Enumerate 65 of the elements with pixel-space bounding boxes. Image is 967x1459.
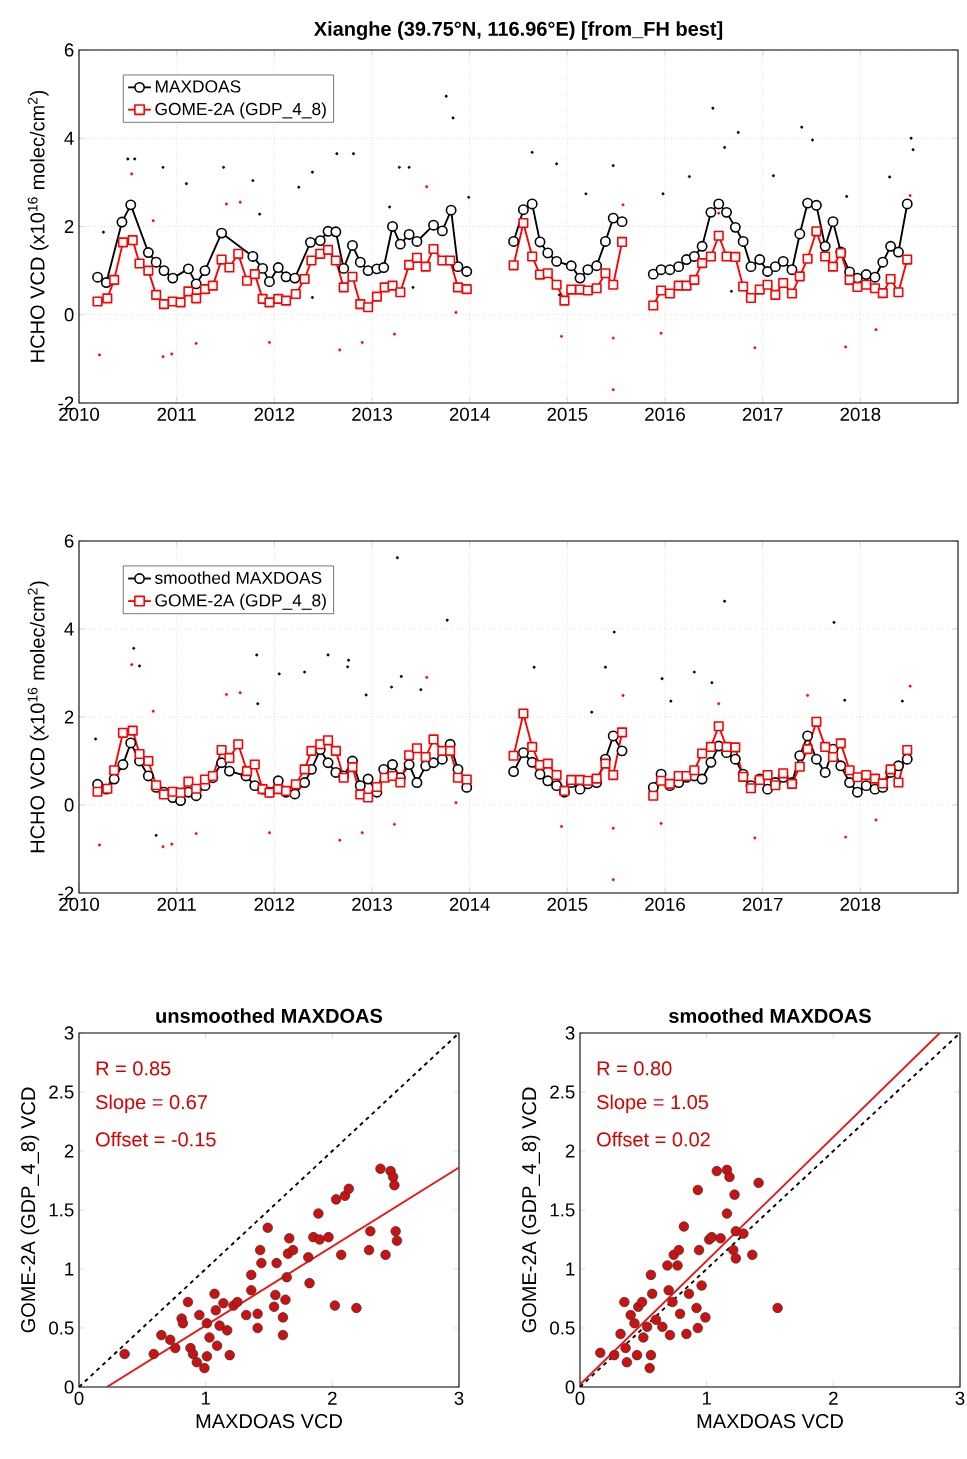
x-tick-label: 2012: [254, 407, 295, 421]
x-tick-label: 1: [201, 1391, 210, 1405]
x-tick-label: 2013: [352, 407, 392, 421]
annotation: Slope = 1.05: [597, 1094, 709, 1114]
y-axis-title: HCHO VCD (x10$^{16}$ molec/cm$^{2}$): [27, 581, 49, 853]
y-tick-label: 0.5: [550, 1321, 575, 1335]
x-tick-label: 0: [74, 1391, 84, 1405]
chart-title: smoothed MAXDOAS: [669, 1008, 871, 1023]
x-tick-label: 2015: [547, 407, 588, 421]
y-tick-label: 1.5: [550, 1203, 575, 1217]
x-tick-label: 2011: [157, 897, 196, 911]
y-tick-label: 6: [64, 43, 74, 57]
y-tick-label: 6: [64, 534, 74, 548]
x-tick-label: 2016: [645, 897, 685, 911]
y-tick-label: 2.5: [550, 1085, 575, 1099]
x-tick-label: 2011: [157, 407, 196, 421]
chart-title: Xianghe (39.75°N, 116.96°E) [from_FH best]: [313, 21, 723, 40]
annotation: Slope = 0.67: [96, 1094, 207, 1114]
annotation: Offset = 0.02: [597, 1131, 710, 1147]
y-tick-label: 4: [64, 131, 74, 145]
x-tick-label: 2014: [449, 897, 490, 911]
y-tick-label: 2: [64, 710, 74, 724]
y-tick-label: 3: [64, 1026, 74, 1040]
x-tick-label: 3: [454, 1391, 464, 1405]
y-tick-label: 1: [566, 1262, 575, 1276]
y-tick-label: 2: [64, 219, 74, 233]
annotation: R = 0.85: [96, 1061, 171, 1076]
x-tick-label: 2017: [742, 407, 783, 421]
x-tick-label: 3: [955, 1391, 965, 1405]
legend-label: MAXDOAS: [155, 80, 241, 93]
x-tick-label: 2014: [449, 407, 490, 421]
annotation: R = 0.80: [597, 1061, 672, 1076]
y-tick-label: 0: [64, 308, 74, 322]
x-tick-label: 2013: [352, 897, 392, 911]
y-axis-title: GOME-2A (GDP_4_8) VCD: [521, 1087, 541, 1333]
x-tick-label: 2: [829, 1391, 838, 1405]
x-tick-label: 2016: [645, 407, 685, 421]
y-tick-label: 3: [565, 1026, 575, 1040]
y-tick-label: 2: [565, 1144, 575, 1158]
y-tick-label: 1.5: [49, 1203, 74, 1217]
x-tick-label: 2018: [840, 897, 881, 911]
y-tick-label: 4: [64, 622, 74, 636]
x-tick-label: 2018: [840, 407, 881, 421]
y-tick-label: 0: [565, 1380, 575, 1394]
y-tick-label: 2: [64, 1144, 74, 1158]
y-axis-title: HCHO VCD (x10$^{16}$ molec/cm$^{2}$): [27, 90, 49, 362]
y-tick-label: 0.5: [49, 1321, 74, 1335]
x-axis-title: MAXDOAS VCD: [196, 1414, 342, 1429]
y-tick-label: 2.5: [49, 1085, 74, 1099]
legend-label: smoothed MAXDOAS: [155, 571, 322, 584]
chart-title: unsmoothed MAXDOAS: [156, 1008, 383, 1023]
x-tick-label: 2012: [254, 897, 295, 911]
x-tick-label: 2017: [742, 897, 783, 911]
x-tick-label: 1: [702, 1391, 711, 1405]
legend-label: GOME-2A (GDP_4_8): [155, 102, 326, 119]
x-tick-label: 0: [575, 1391, 585, 1405]
y-tick-label: 0: [64, 798, 74, 812]
x-axis-title: MAXDOAS VCD: [697, 1414, 843, 1429]
y-tick-label: 1: [65, 1262, 74, 1276]
y-tick-label: 0: [64, 1380, 74, 1394]
x-tick-label: 2: [328, 1391, 337, 1405]
y-axis-title: GOME-2A (GDP_4_8) VCD: [20, 1087, 40, 1333]
annotation: Offset = -0.15: [96, 1131, 216, 1147]
x-tick-label: 2015: [547, 897, 588, 911]
legend-label: GOME-2A (GDP_4_8): [155, 593, 326, 610]
